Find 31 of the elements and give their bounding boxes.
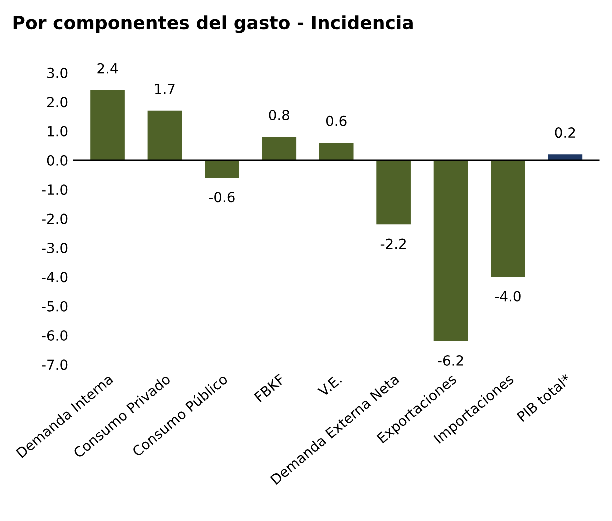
y-tick-label: 0.0 xyxy=(47,155,68,166)
y-tick-label: -6.0 xyxy=(42,330,68,341)
data-label: 0.8 xyxy=(269,110,290,121)
data-label: -0.6 xyxy=(209,192,235,203)
y-tick-label: 1.0 xyxy=(48,126,68,137)
bar xyxy=(205,160,240,178)
bar xyxy=(491,160,526,278)
bar xyxy=(262,137,297,160)
data-label: -4.0 xyxy=(495,291,521,302)
y-tick-label: -4.0 xyxy=(42,272,68,283)
y-tick-label: -2.0 xyxy=(42,214,68,224)
y-tick-label: -7.0 xyxy=(42,360,68,370)
chart-title: Por componentes del gasto - Incidencia xyxy=(14,16,413,34)
bar xyxy=(90,90,125,160)
y-tick-label: -5.0 xyxy=(42,301,68,312)
bar xyxy=(548,154,583,160)
data-label: 1.7 xyxy=(155,84,175,94)
x-tick-label: V.E. xyxy=(318,374,342,398)
bar xyxy=(434,160,468,342)
data-label: -2.2 xyxy=(380,238,406,250)
bar xyxy=(376,160,411,225)
bar xyxy=(148,110,182,160)
data-label: 0.2 xyxy=(555,128,576,138)
data-label: 0.6 xyxy=(326,116,347,126)
y-tick-label: 2.0 xyxy=(48,97,68,108)
data-label: -6.2 xyxy=(438,355,464,366)
y-tick-label: -1.0 xyxy=(42,184,68,196)
y-tick-label: 3.0 xyxy=(48,68,68,78)
y-tick-label: -3.0 xyxy=(42,242,68,254)
bar xyxy=(319,142,354,160)
data-label: 2.4 xyxy=(98,63,118,74)
